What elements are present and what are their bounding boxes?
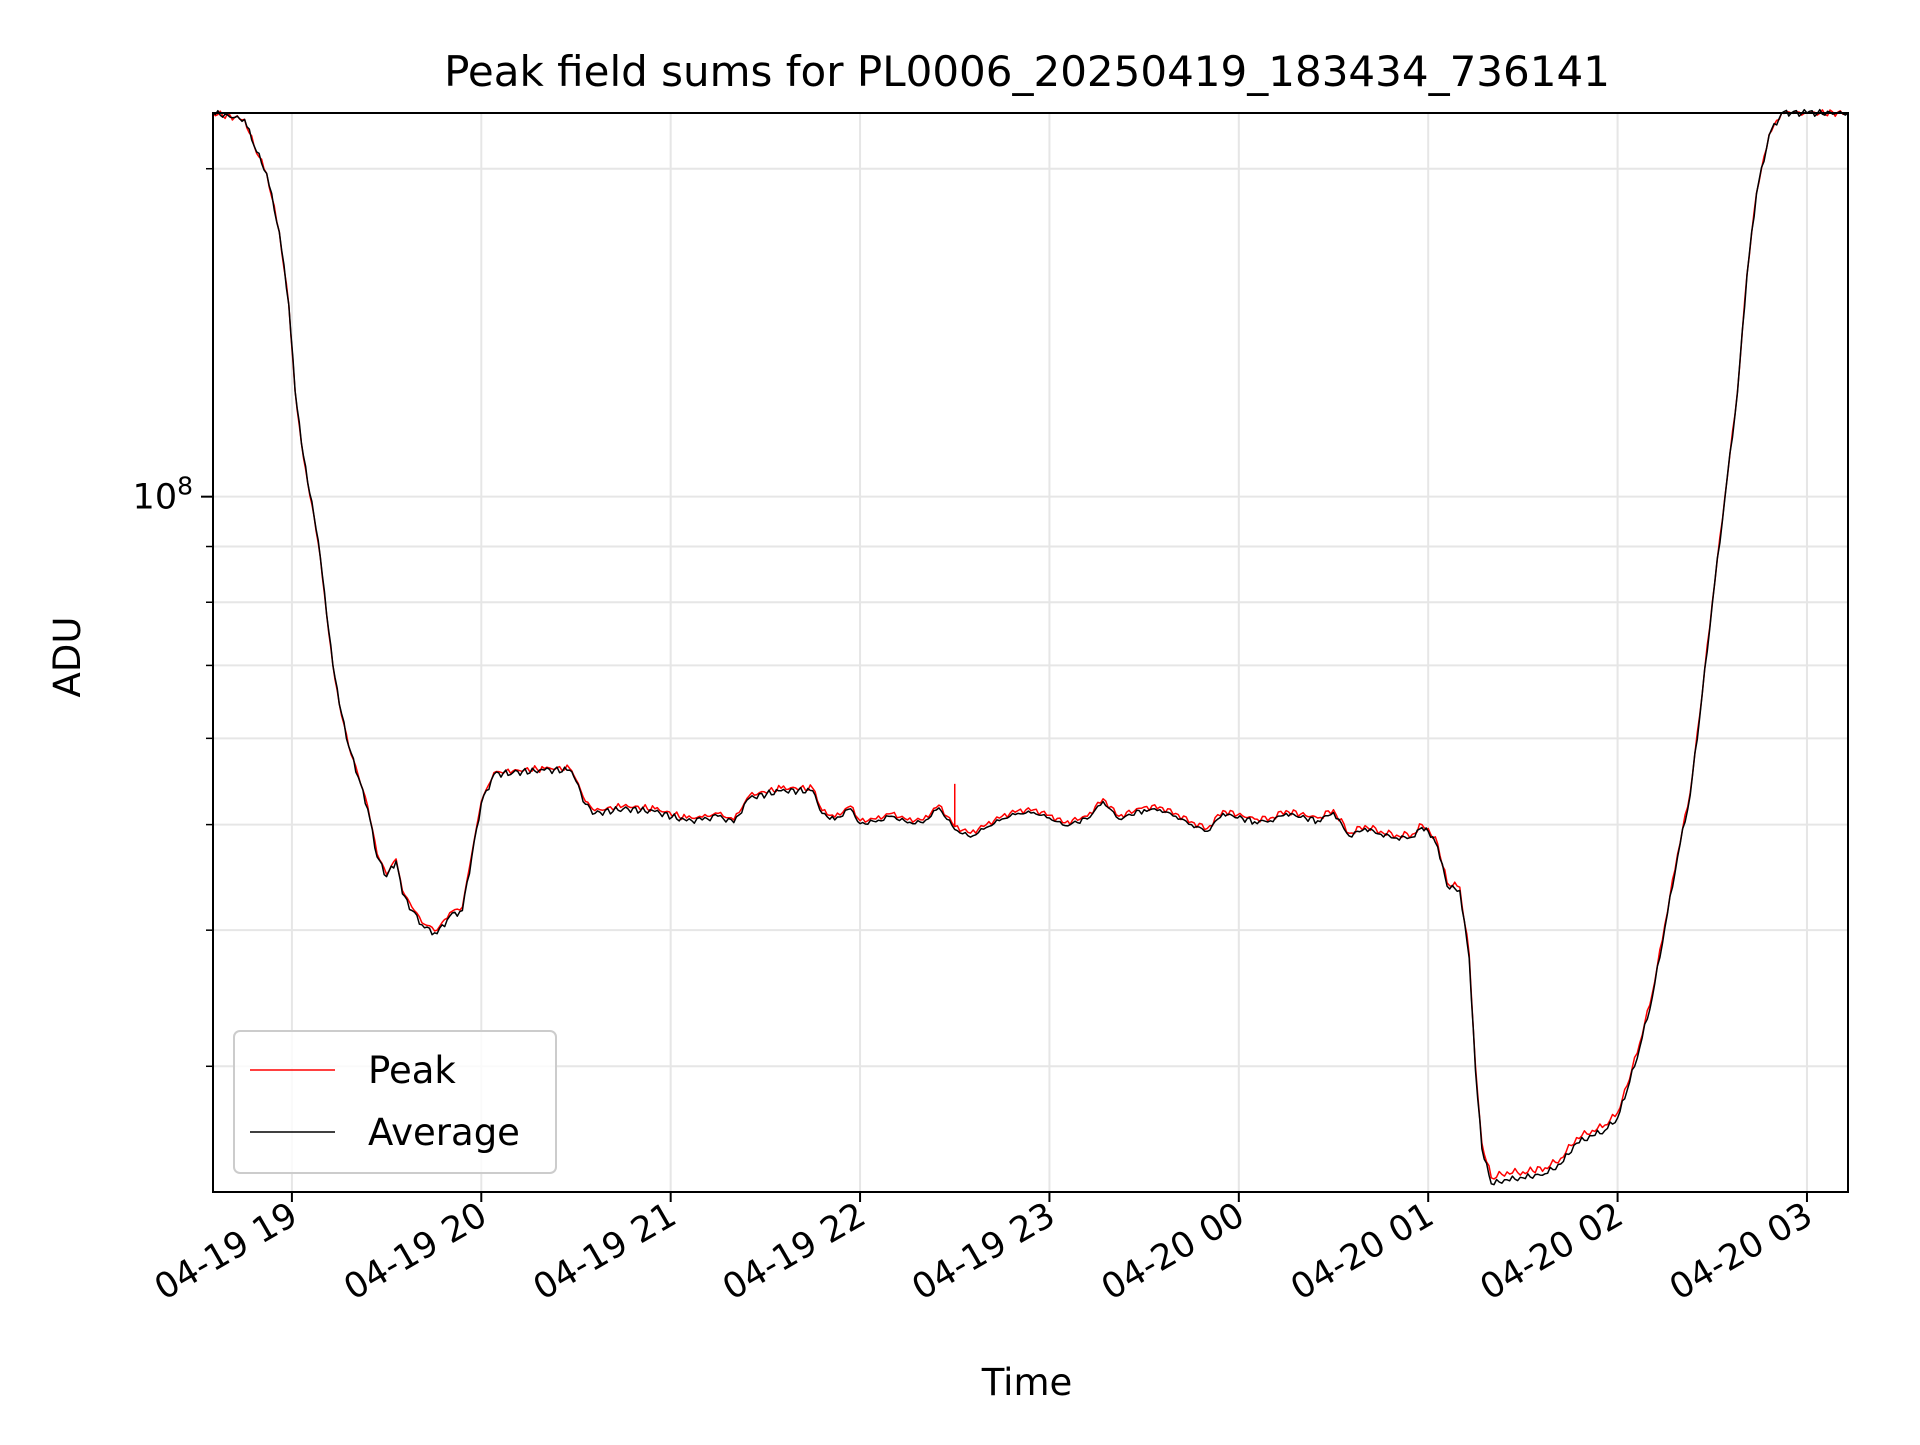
legend-box <box>233 1030 557 1174</box>
legend-label-peak: Peak <box>368 1049 456 1092</box>
grid <box>213 113 1848 1192</box>
series-line-average <box>212 108 1849 1186</box>
series-line-peak <box>212 109 1849 1180</box>
y-axis-label: ADU <box>46 617 89 698</box>
chart-title: Peak field sums for PL0006_20250419_1834… <box>444 47 1610 96</box>
axes-frame <box>212 112 1849 1193</box>
series-group <box>212 108 1849 1186</box>
legend-label-average: Average <box>368 1111 520 1154</box>
legend: Peak Average <box>233 1030 557 1174</box>
x-axis-label: Time <box>981 1361 1073 1404</box>
y-tick-label: 108 <box>133 472 193 518</box>
